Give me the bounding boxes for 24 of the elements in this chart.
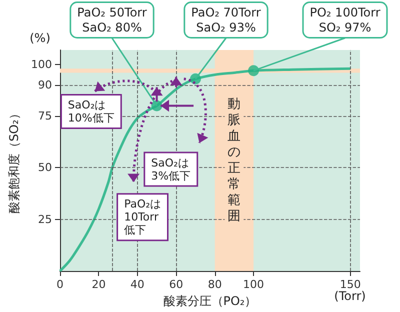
annotation: SaO₂は 10%低下	[68, 98, 114, 124]
annotation: PO₂ 100Torr SO₂ 97%	[310, 6, 380, 34]
annotation: PaO₂ 50Torr SaO₂ 80%	[77, 6, 147, 34]
x-tick-label: 100	[243, 278, 264, 291]
x-tick-label: 40	[130, 278, 144, 291]
y-tick-label: 100	[31, 58, 52, 71]
y-tick-label: 90	[38, 78, 52, 92]
y-tick-label: 25	[38, 212, 52, 226]
point	[248, 65, 260, 76]
y-tick-label: 50	[38, 161, 52, 174]
x-tick-label: 60	[169, 278, 184, 291]
annotation: SaO₂は 3%低下	[151, 156, 191, 182]
x-tick-label: 150	[340, 278, 361, 291]
annotation: PaO₂は 10Torr 低下	[124, 198, 162, 237]
annotation: PaO₂ 70Torr SaO₂ 93%	[191, 6, 261, 34]
x-tick-label: 20	[92, 278, 106, 291]
text: (%)	[30, 31, 50, 45]
x-axis-title: 酸素分圧（PO₂）	[163, 294, 257, 308]
band-label: 動脈血の正常範囲	[228, 97, 241, 224]
y-tick-label: 75	[38, 110, 52, 123]
y-axis-title: 酸素飽和度（SO₂）	[7, 108, 22, 214]
x-tick-label: 0	[56, 278, 64, 291]
text: (Torr)	[334, 289, 366, 303]
x-tick-label: 80	[208, 278, 222, 291]
